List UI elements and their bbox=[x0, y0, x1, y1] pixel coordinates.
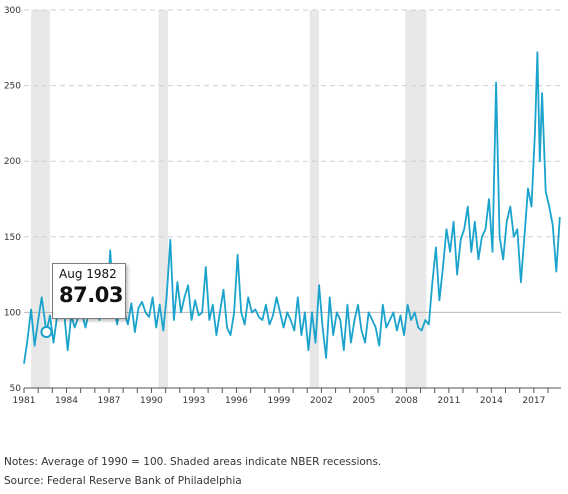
x-tick-label-2014: 2014 bbox=[480, 396, 503, 406]
y-tick-label-150: 150 bbox=[4, 233, 21, 243]
x-tick-label-1990: 1990 bbox=[140, 396, 163, 406]
recession-shading-layer bbox=[31, 10, 427, 388]
hover-marker bbox=[40, 326, 53, 339]
y-tick-label-50: 50 bbox=[10, 384, 22, 394]
x-tick-label-1984: 1984 bbox=[55, 396, 78, 406]
tooltip-value: 87.03 bbox=[59, 283, 123, 307]
x-tick-label-1999: 1999 bbox=[267, 396, 290, 406]
x-tick-label-2008: 2008 bbox=[395, 396, 418, 406]
x-tick-label-1996: 1996 bbox=[225, 396, 248, 406]
y-tick-label-200: 200 bbox=[4, 157, 21, 167]
recession-band-4 bbox=[405, 10, 427, 388]
x-tick-label-2002: 2002 bbox=[310, 396, 333, 406]
x-tick-label-2017: 2017 bbox=[522, 396, 545, 406]
recession-band-2 bbox=[158, 10, 168, 388]
y-axis-tick-labels: 50 100 150 200 250 300 bbox=[4, 6, 21, 394]
chart-notes: Notes: Average of 1990 = 100. Shaded are… bbox=[4, 456, 382, 468]
x-tick-label-2011: 2011 bbox=[437, 396, 460, 406]
x-tick-label-1981: 1981 bbox=[13, 396, 36, 406]
x-tick-label-1987: 1987 bbox=[98, 396, 121, 406]
chart-source: Source: Federal Reserve Bank of Philadel… bbox=[4, 475, 242, 487]
recession-band-3 bbox=[309, 10, 320, 388]
x-tick-label-2005: 2005 bbox=[352, 396, 375, 406]
recession-band-1 bbox=[31, 10, 50, 388]
y-tick-label-100: 100 bbox=[4, 308, 21, 318]
x-tick-label-1993: 1993 bbox=[182, 396, 205, 406]
y-tick-label-300: 300 bbox=[4, 6, 21, 16]
tooltip-date-label: Aug 1982 bbox=[59, 267, 117, 281]
data-tooltip: Aug 1982 87.03 bbox=[52, 263, 126, 319]
x-axis-ticks: 1981 1984 1987 1990 1993 1996 1999 2002 2005 2008… bbox=[13, 388, 549, 406]
y-tick-label-250: 250 bbox=[4, 82, 21, 92]
